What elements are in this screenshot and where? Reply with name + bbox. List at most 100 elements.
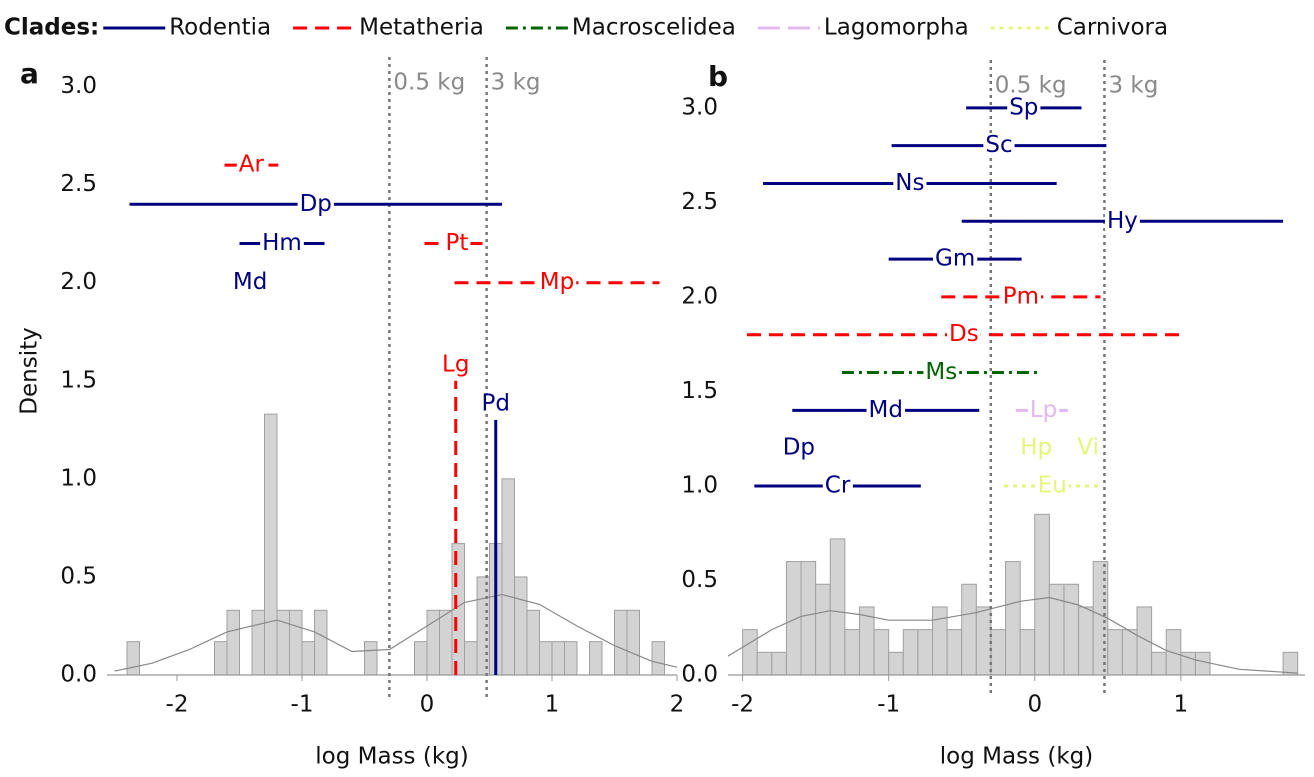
histogram-bar: [742, 629, 758, 676]
y-tick-label: 0.5: [60, 563, 97, 589]
histogram-bar: [364, 641, 378, 676]
species-label: Dp: [783, 435, 815, 461]
label-background: [297, 193, 334, 214]
species-label: Pm: [1003, 283, 1039, 309]
species-label: Pt: [446, 230, 469, 256]
panel-label: b: [708, 60, 728, 93]
histogram-bar: [589, 641, 603, 676]
legend-label: Metatheria: [359, 15, 484, 41]
label-background: [537, 272, 577, 293]
x-axis-title: log Mass (kg): [940, 744, 1093, 770]
species-label: Md: [869, 397, 903, 423]
histogram-bar: [902, 629, 919, 676]
label-background: [947, 324, 981, 345]
x-tick-label: 0: [1027, 692, 1042, 718]
legend-label: Rodentia: [169, 15, 271, 41]
label-background: [440, 354, 472, 375]
legend-label: Carnivora: [1057, 15, 1168, 41]
x-tick-label: -1: [877, 692, 900, 718]
histogram-bar: [464, 641, 478, 676]
histogram-bar: [514, 576, 528, 676]
x-tick-label: -1: [291, 692, 314, 718]
y-tick-label: 1.5: [60, 367, 97, 393]
histogram-bar: [975, 606, 992, 676]
x-tick-label: 0: [420, 692, 435, 718]
histogram-bar: [551, 641, 565, 676]
threshold-label: 3 kg: [1108, 73, 1158, 99]
histogram-bar: [990, 629, 1007, 676]
histogram-bar: [844, 629, 860, 676]
y-tick-label: 3.0: [681, 94, 718, 120]
species-label: Sc: [985, 132, 1012, 158]
histogram-bar: [829, 538, 846, 676]
histogram-bar: [1151, 651, 1167, 676]
species-label: Md: [233, 269, 267, 295]
histogram-bar: [501, 478, 515, 676]
species-label: Pd: [482, 391, 510, 417]
histogram-bar: [1136, 606, 1153, 676]
species-label: Ns: [895, 170, 924, 196]
label-background: [479, 393, 512, 414]
species-label: Ar: [239, 152, 265, 178]
label-background: [983, 135, 1015, 156]
y-tick-label: 1.0: [681, 472, 718, 498]
label-background: [1075, 437, 1101, 458]
histogram-bar: [1282, 651, 1299, 676]
histogram-bar: [539, 641, 553, 676]
label-background: [866, 399, 905, 420]
label-background: [1018, 437, 1055, 458]
label-background: [1035, 475, 1069, 496]
label-background: [1027, 399, 1060, 420]
histogram-bar: [917, 629, 934, 676]
histogram-bar: [1005, 561, 1021, 676]
label-background: [1007, 97, 1041, 118]
species-label: Mp: [540, 269, 574, 295]
histogram-bar: [276, 609, 290, 676]
legend-label: Lagomorpha: [824, 15, 969, 41]
x-tick-label: -2: [166, 692, 189, 718]
label-background: [236, 154, 267, 175]
histogram-bar: [526, 609, 540, 676]
y-tick-label: 2.0: [60, 269, 97, 295]
histogram-bar: [301, 641, 315, 676]
histogram-bar: [771, 651, 787, 676]
x-axis-title: log Mass (kg): [315, 744, 468, 770]
histogram-bar: [1078, 606, 1094, 676]
species-label: Lg: [442, 351, 469, 377]
threshold-label: 0.5 kg: [393, 70, 465, 96]
y-tick-label: 0.0: [60, 662, 97, 688]
threshold-label: 0.5 kg: [995, 73, 1067, 99]
histogram-bar: [1107, 629, 1123, 676]
histogram-bar: [226, 609, 240, 676]
histogram-bar: [1019, 629, 1036, 676]
label-background: [780, 437, 818, 458]
label-background: [923, 362, 960, 382]
label-background: [1104, 210, 1140, 231]
label-background: [260, 233, 304, 254]
legend-title: Clades:: [4, 15, 99, 41]
y-tick-label: 1.0: [60, 465, 97, 491]
histogram-bar: [873, 629, 890, 676]
species-label: Sp: [1009, 94, 1038, 120]
species-label: Dp: [300, 191, 332, 217]
histogram-bar: [1121, 629, 1138, 676]
histogram-bar: [126, 641, 140, 676]
species-label: Hy: [1107, 208, 1138, 234]
histogram-bar: [214, 641, 228, 676]
histogram-bar: [815, 583, 831, 676]
y-tick-label: 2.5: [60, 171, 97, 197]
histogram-bar: [614, 609, 628, 676]
species-label: Ds: [949, 321, 979, 347]
density-curve: [114, 593, 678, 672]
y-tick-label: 2.0: [681, 283, 718, 309]
species-label: Hm: [262, 230, 302, 256]
species-label: Cr: [825, 472, 851, 498]
histogram-bar: [1034, 513, 1050, 676]
histogram-bar: [785, 561, 802, 676]
species-label: Ms: [925, 359, 957, 385]
histogram-bar: [1194, 651, 1211, 676]
species-label: Eu: [1038, 472, 1067, 498]
y-tick-label: 0.5: [681, 567, 718, 593]
label-background: [933, 248, 978, 269]
